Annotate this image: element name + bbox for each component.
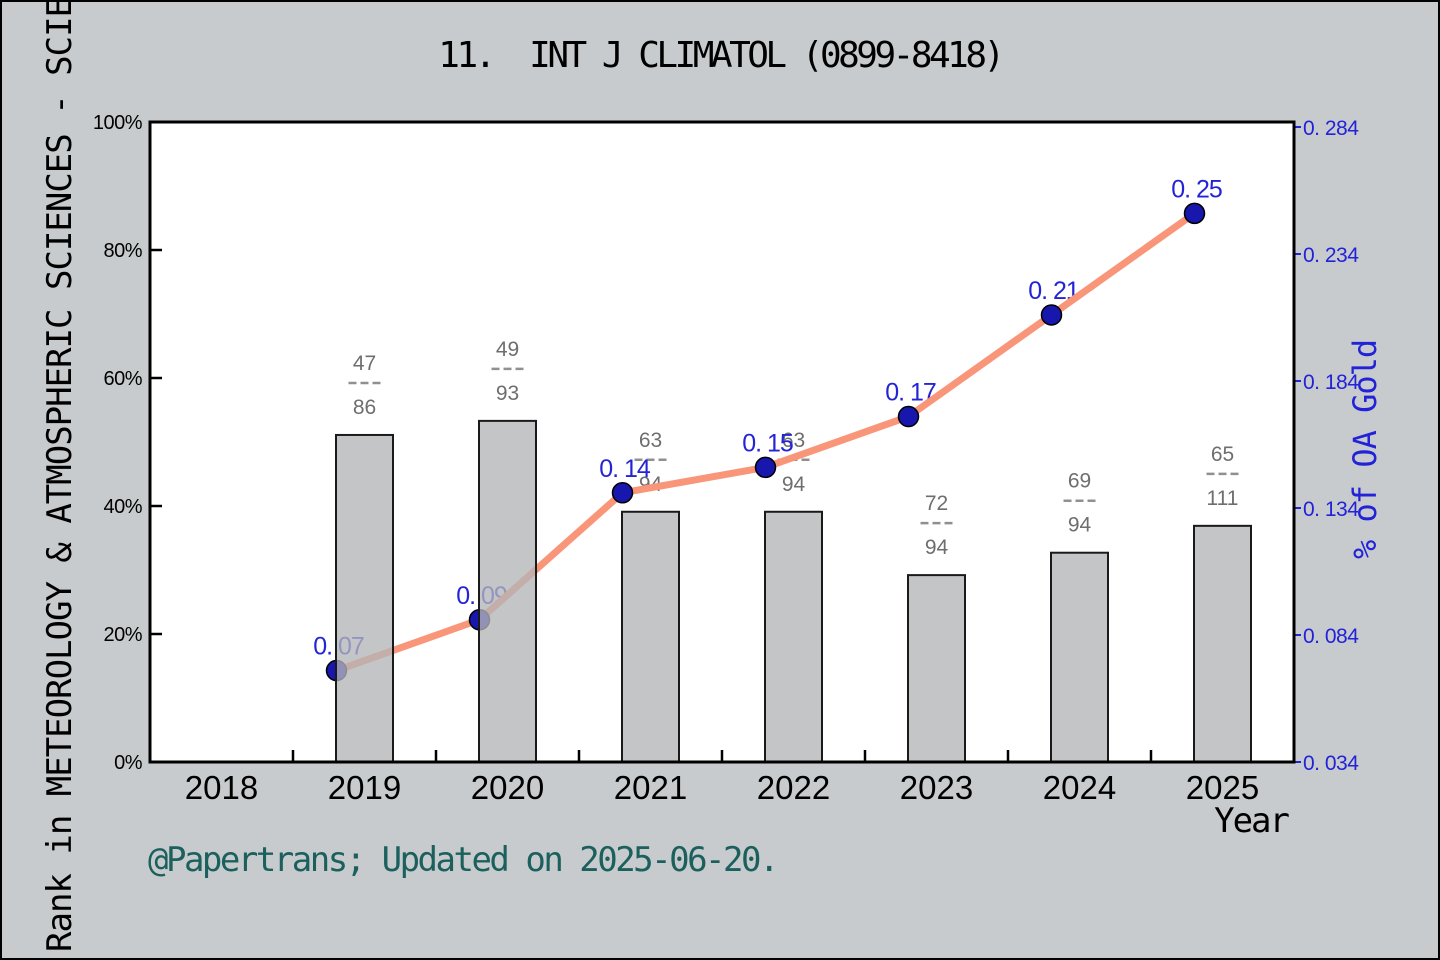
left-axis-tick-label: 20% bbox=[103, 624, 142, 646]
footer-credit: @Papertrans; Updated on 2025-06-20. bbox=[148, 840, 779, 880]
x-axis-year-label: 2022 bbox=[757, 769, 830, 806]
bar-fraction-denominator: 111 bbox=[1207, 487, 1239, 510]
bar-fraction-numerator: 49 bbox=[496, 338, 519, 361]
bar-2019 bbox=[335, 433, 394, 763]
bar-fraction-numerator: 63 bbox=[782, 429, 805, 452]
bar-fraction-numerator: 65 bbox=[1211, 443, 1234, 466]
bar-fraction-denominator: 94 bbox=[782, 473, 806, 496]
x-axis-year-label: 2018 bbox=[185, 769, 258, 806]
line-marker bbox=[897, 405, 920, 428]
x-axis-year-label: 2020 bbox=[471, 769, 544, 806]
bar-2021 bbox=[621, 510, 680, 764]
line-marker bbox=[1040, 304, 1063, 326]
x-axis-year-label: 2019 bbox=[328, 769, 401, 806]
bar-2020 bbox=[478, 419, 537, 763]
left-axis-tick-label: 100% bbox=[93, 112, 143, 134]
bar-fraction-numerator: 63 bbox=[639, 429, 662, 452]
bar-fraction-numerator: 72 bbox=[925, 492, 948, 515]
right-axis-tick-label: 0. 234 bbox=[1303, 244, 1359, 267]
line-point-label: 0. 25 bbox=[1171, 175, 1222, 203]
line-point-label: 0. 15 bbox=[742, 429, 793, 457]
bar-2025 bbox=[1193, 524, 1252, 764]
x-axis-year-label: 2021 bbox=[614, 769, 687, 806]
x-axis-year-label: 2025 bbox=[1186, 769, 1259, 806]
line-marker bbox=[754, 456, 777, 479]
bar-fraction-denominator: 93 bbox=[496, 382, 519, 405]
right-axis-tick-label: 0. 084 bbox=[1303, 625, 1359, 648]
bar-fraction-denominator: 94 bbox=[925, 536, 949, 559]
left-axis-tick-label: 60% bbox=[103, 368, 142, 390]
plot-border bbox=[148, 120, 1296, 764]
bar-fraction-numerator: 47 bbox=[353, 352, 376, 375]
left-axis-tick-label: 0% bbox=[114, 752, 143, 774]
bar-2022 bbox=[764, 510, 823, 764]
plot-area bbox=[150, 122, 1294, 762]
bar-fraction-numerator: 69 bbox=[1068, 470, 1091, 493]
x-axis-title: Year bbox=[1214, 801, 1290, 841]
x-axis-year-label: 2023 bbox=[900, 769, 973, 806]
right-axis-tick-label: 0. 034 bbox=[1303, 752, 1359, 775]
line-marker bbox=[1183, 202, 1206, 225]
x-axis-year-label: 2024 bbox=[1043, 769, 1116, 806]
bar-fraction-denominator: 86 bbox=[353, 396, 376, 419]
bar-2024 bbox=[1050, 551, 1109, 763]
bar-fraction-denominator: 94 bbox=[1068, 514, 1092, 537]
line-point-label: 0. 14 bbox=[599, 455, 651, 483]
left-axis-tick-label: 40% bbox=[103, 496, 142, 518]
right-axis-tick-label: 0. 134 bbox=[1303, 498, 1359, 521]
chart-title: 11. INT J CLIMATOL (0899-8418) bbox=[438, 35, 1005, 76]
right-axis-tick-label: 0. 184 bbox=[1303, 371, 1359, 394]
bar-2023 bbox=[907, 574, 966, 763]
left-axis-tick-label: 80% bbox=[103, 240, 142, 262]
right-axis-tick-label: 0. 284 bbox=[1303, 117, 1359, 140]
line-marker bbox=[611, 482, 634, 504]
